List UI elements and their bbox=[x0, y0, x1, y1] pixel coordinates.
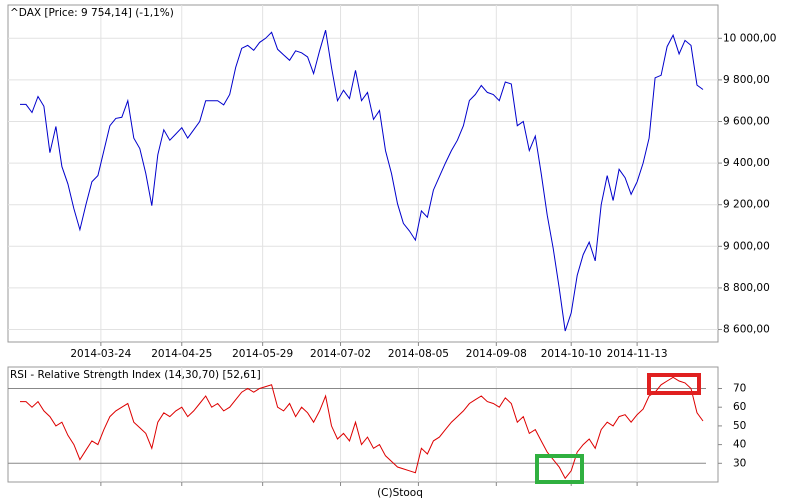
y-tick-label: 50 bbox=[733, 420, 746, 432]
panel-title: RSI - Relative Strength Index (14,30,70)… bbox=[10, 369, 261, 381]
y-tick-label: 40 bbox=[733, 439, 746, 451]
panel-title: ^DAX [Price: 9 754,14] (-1,1%) bbox=[10, 7, 174, 19]
y-tick-label: 8 800,00 bbox=[723, 282, 770, 294]
y-tick-label: 9 000,00 bbox=[723, 240, 770, 252]
y-tick-label: 8 600,00 bbox=[723, 324, 770, 336]
x-tick-label: 2014-09-08 bbox=[466, 348, 527, 360]
data-line bbox=[20, 376, 704, 480]
x-tick-label: 2014-10-10 bbox=[541, 348, 602, 360]
x-tick-label: 2014-07-02 bbox=[310, 348, 371, 360]
highlight-box bbox=[647, 373, 701, 395]
y-tick-label: 10 000,00 bbox=[723, 32, 776, 44]
x-tick-label: 2014-11-13 bbox=[607, 348, 668, 360]
footer: (C)Stooq bbox=[377, 487, 423, 499]
y-tick-label: 9 200,00 bbox=[723, 199, 770, 211]
highlight-box bbox=[535, 454, 584, 484]
y-tick-label: 30 bbox=[733, 457, 746, 469]
x-tick-label: 2014-05-29 bbox=[232, 348, 293, 360]
y-tick-label: 9 600,00 bbox=[723, 115, 770, 127]
y-tick-label: 9 800,00 bbox=[723, 74, 770, 86]
data-line bbox=[20, 30, 704, 332]
x-tick-label: 2014-04-25 bbox=[151, 348, 212, 360]
x-tick-label: 2014-03-24 bbox=[70, 348, 131, 360]
x-tick-label: 2014-08-05 bbox=[388, 348, 449, 360]
y-tick-label: 60 bbox=[733, 401, 746, 413]
y-tick-label: 70 bbox=[733, 383, 746, 395]
plot-frame bbox=[7, 4, 719, 343]
y-tick-label: 9 400,00 bbox=[723, 157, 770, 169]
